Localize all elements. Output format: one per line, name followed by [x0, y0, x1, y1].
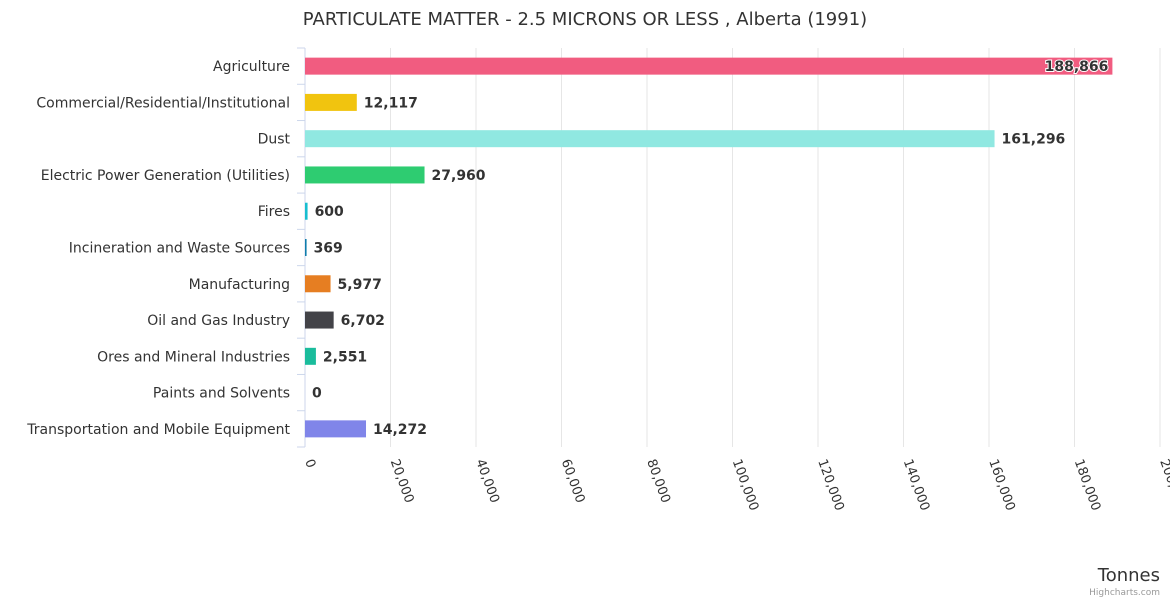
data-labels: 188,866 12,117 161,296 27,960 600 369 5,977 6,7… — [312, 58, 1109, 438]
category-label: Transportation and Mobile Equipment — [26, 422, 290, 438]
category-label: Dust — [258, 132, 291, 148]
category-label: Manufacturing — [189, 277, 290, 293]
data-label: 6,702 — [341, 313, 385, 329]
x-tick-label: 200,000 — [1156, 457, 1170, 513]
bar[interactable] — [305, 311, 334, 329]
axes — [297, 47, 306, 448]
data-label: 2,551 — [323, 349, 367, 365]
chart-title: PARTICULATE MATTER - 2.5 MICRONS OR LESS… — [303, 9, 867, 30]
x-tick-label: 180,000 — [1071, 457, 1103, 513]
x-tick-label: 20,000 — [387, 457, 417, 505]
data-label: 14,272 — [373, 422, 427, 438]
x-tick-label: 40,000 — [472, 457, 502, 505]
bar[interactable] — [305, 347, 316, 365]
data-label: 5,977 — [338, 277, 382, 293]
category-label: Agriculture — [213, 59, 290, 75]
bar[interactable] — [305, 202, 308, 220]
x-tick-label: 60,000 — [558, 457, 588, 505]
category-label: Electric Power Generation (Utilities) — [41, 168, 290, 184]
data-label: 369 — [314, 241, 343, 257]
data-label: 27,960 — [432, 168, 486, 184]
category-label: Oil and Gas Industry — [147, 313, 290, 329]
x-tick-label: 160,000 — [985, 457, 1017, 513]
data-label: 188,866 — [1045, 59, 1109, 75]
bars — [305, 57, 1113, 438]
x-tick-label: 140,000 — [900, 457, 932, 513]
bar[interactable] — [305, 166, 425, 184]
category-labels: Agriculture Commercial/Residential/Instit… — [26, 59, 290, 438]
category-label: Paints and Solvents — [153, 386, 290, 402]
bar[interactable] — [305, 275, 331, 293]
category-label: Ores and Mineral Industries — [97, 349, 290, 365]
bar[interactable] — [305, 93, 357, 111]
category-label: Fires — [258, 204, 290, 220]
data-label: 0 — [312, 386, 322, 402]
bar[interactable] — [305, 57, 1113, 75]
x-tick-label: 120,000 — [814, 457, 846, 513]
x-tick-labels: 0 20,000 40,000 60,000 80,000 100,000 120,000 1… — [301, 457, 1170, 513]
category-label: Commercial/Residential/Institutional — [36, 95, 290, 111]
grid-lines — [390, 48, 1161, 447]
data-label: 161,296 — [1002, 132, 1066, 148]
category-label: Incineration and Waste Sources — [69, 241, 290, 257]
bar[interactable] — [305, 130, 995, 148]
credits-link[interactable]: Highcharts.com — [1089, 588, 1160, 598]
x-tick-label: 80,000 — [643, 457, 673, 505]
data-label: 600 — [315, 204, 344, 220]
x-axis-title: Tonnes — [1097, 565, 1160, 586]
bar[interactable] — [305, 239, 307, 256]
x-tick-label: 0 — [301, 457, 318, 470]
data-label: 12,117 — [364, 95, 418, 111]
bar[interactable] — [305, 420, 367, 438]
x-tick-label: 100,000 — [729, 457, 761, 513]
